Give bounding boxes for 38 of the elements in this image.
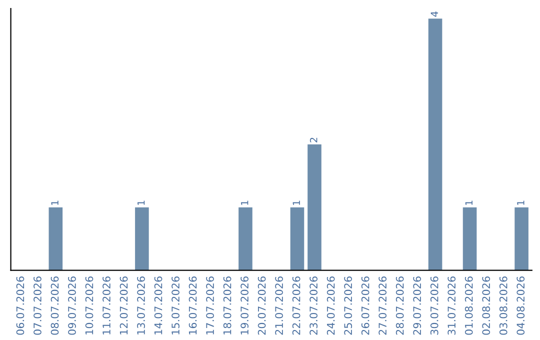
x-tick-label: 07.07.2026 [34,276,42,335]
x-tick-label: 04.08.2026 [516,276,525,335]
x-tick-label: 15.07.2026 [172,276,180,334]
x-tick-label: 29.07.2026 [413,276,422,335]
x-tick-label: 13.07.2026 [137,276,145,334]
x-tick-label: 26.07.2026 [361,276,370,335]
x-tick-label: 21.07.2026 [275,276,283,335]
data-label: 1 [292,200,300,205]
x-tick-label: 17.07.2026 [206,276,214,334]
data-label: 1 [51,200,58,205]
data-label: 1 [517,200,524,205]
x-tick-label: 03.08.2026 [499,276,508,335]
x-tick-label: 25.07.2026 [344,276,352,335]
x-tick-label: 23.07.2026 [310,276,318,335]
x-tick-label: 28.07.2026 [396,276,404,335]
x-tick-label: 08.07.2026 [50,276,59,335]
x-tick-label: 20.07.2026 [258,276,266,335]
data-label: 4 [430,12,438,17]
x-tick-label: 18.07.2026 [223,276,232,334]
x-tick-label: 31.07.2026 [448,276,456,335]
x-tick-label: 12.07.2026 [120,276,128,334]
x-tick-label: 11.07.2026 [102,276,110,334]
x-tick-label: 19.07.2026 [240,276,248,334]
x-tick-label: 27.07.2026 [378,276,387,335]
data-label: 2 [310,138,318,142]
x-tick-label: 02.08.2026 [482,276,490,335]
x-tick-label: 10.07.2026 [85,276,94,334]
data-label: 1 [241,200,248,205]
x-tick-label: 01.08.2026 [464,276,473,335]
x-tick-label: 24.07.2026 [326,276,335,335]
x-tick-label: 16.07.2026 [188,276,197,334]
x-tick-label: 06.07.2026 [16,276,24,335]
data-label: 1 [138,200,145,205]
x-tick-label: 14.07.2026 [154,276,162,334]
x-tick-label: 09.07.2026 [68,276,76,335]
data-label: 1 [465,200,472,205]
x-tick-label: 22.07.2026 [292,276,300,335]
x-tick-label: 30.07.2026 [430,276,438,335]
